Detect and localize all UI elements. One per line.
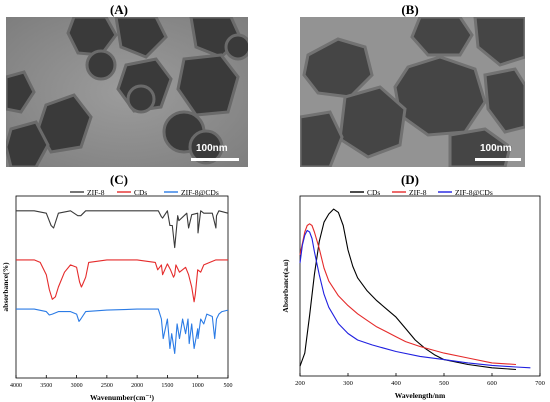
x-tick-label: 500 — [224, 383, 233, 389]
x-tick-label: 600 — [487, 380, 497, 387]
panel-label-c: (C) — [109, 172, 129, 187]
x-tick-label: 2000 — [131, 383, 143, 389]
x-tick-label: 1500 — [161, 383, 173, 389]
x-axis-label: Wavenumber(cm⁻¹) — [90, 393, 155, 402]
scale-bar-a — [191, 158, 239, 161]
series-line-zif-8-cds — [16, 308, 229, 354]
legend-entry: ZIF-8@CDs — [455, 188, 493, 197]
x-tick-label: 700 — [535, 380, 545, 387]
x-tick-label: 500 — [439, 380, 449, 387]
x-tick-label: 3000 — [71, 383, 83, 389]
y-axis-label: absorbance(%) — [1, 262, 10, 312]
tem-image-b: 100nm — [300, 17, 525, 167]
x-tick-label: 300 — [343, 380, 353, 387]
x-tick-label: 200 — [295, 380, 305, 387]
plot-frame — [299, 195, 541, 377]
panel-label-a: (A) — [109, 2, 129, 17]
series-line-zif-8 — [16, 210, 229, 249]
x-tick-label: 1000 — [192, 383, 204, 389]
series-line-zif-8 — [299, 223, 517, 366]
legend-entry: CDs — [367, 188, 380, 197]
series-line-zif-8-cds — [299, 229, 531, 369]
ftir-chart: 4000 3500 3000 2500 2000 1500 1000 500 Wavenumbe… — [1, 188, 233, 402]
plot-frame — [15, 195, 229, 379]
scale-bar-b — [475, 158, 521, 161]
legend-entry: ZIF-8 — [409, 188, 427, 197]
legend-entry: ZIF-8 — [87, 188, 105, 197]
scale-label-b: 100nm — [480, 143, 512, 154]
tem-image-a: 100nm — [6, 17, 248, 167]
scale-label-a: 100nm — [196, 143, 228, 154]
panel-label-b: (B) — [401, 2, 419, 17]
x-tick-label: 3500 — [40, 383, 52, 389]
legend-entry: CDs — [134, 188, 147, 197]
x-tick-label: 2500 — [101, 383, 113, 389]
legend-entry: ZIF-8@CDs — [181, 188, 219, 197]
panel-label-d: (D) — [400, 172, 420, 187]
x-tick-label: 400 — [391, 380, 401, 387]
y-axis-label: Absorbance(a.u) — [281, 259, 290, 313]
series-line-cds — [299, 208, 517, 371]
x-axis-label: Wavelength/nm — [395, 391, 446, 400]
x-tick-label: 4000 — [10, 383, 22, 389]
series-line-cds — [16, 259, 228, 303]
uv-vis-chart: 200 300 400 500 600 700 Wavelength/nm Absorbanc… — [281, 188, 545, 400]
